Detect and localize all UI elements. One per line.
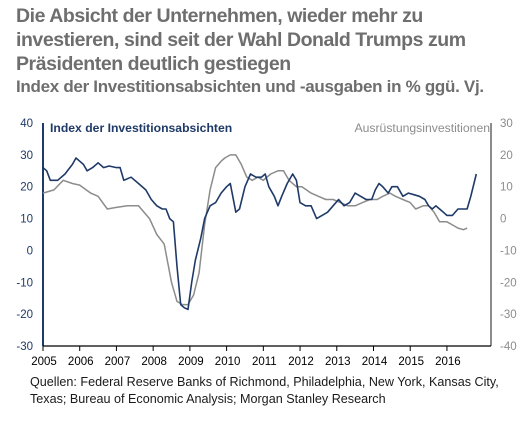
labels: Index der Investitionsabsichten Ausrüstu… xyxy=(50,121,490,135)
x-tick-label: 2011 xyxy=(252,356,277,368)
right-tick-label: -30 xyxy=(500,309,517,321)
series-label-investment-intentions: Index der Investitionsabsichten xyxy=(50,121,232,135)
x-tick-label: 2009 xyxy=(178,356,204,368)
series-line-investment-intentions xyxy=(42,157,478,311)
x-tick-label: 2016 xyxy=(435,356,461,368)
series-label-equipment-investment: Ausrüstungsinvestitionen xyxy=(355,121,491,135)
right-tick-label: 30 xyxy=(500,118,513,130)
left-tick-label: 40 xyxy=(20,118,33,130)
x-tick-label: 2013 xyxy=(325,356,351,368)
chart-subtitle: Index der Investitionsabsichten und -aus… xyxy=(16,77,484,96)
x-tick-label: 2012 xyxy=(288,356,314,368)
x-tick-label: 2007 xyxy=(105,356,131,368)
left-tick-label: 0 xyxy=(27,245,33,257)
chart-title: Die Absicht der Unternehmen, wieder mehr… xyxy=(16,5,466,75)
left-tick-label: -10 xyxy=(16,277,33,289)
right-tick-label: -40 xyxy=(500,341,517,353)
x-tick-label: 2010 xyxy=(215,356,241,368)
left-tick-label: 30 xyxy=(20,150,33,162)
series-group xyxy=(42,154,478,311)
x-tick-label: 2015 xyxy=(398,356,424,368)
right-tick-label: 20 xyxy=(500,150,513,162)
left-tick-label: -20 xyxy=(16,309,33,321)
axes: 403020100-10-20-303020100-10-20-30-40200… xyxy=(16,118,516,368)
left-tick-label: -30 xyxy=(16,341,33,353)
right-tick-label: -10 xyxy=(500,245,517,257)
right-tick-label: -20 xyxy=(500,277,517,289)
x-tick-label: 2006 xyxy=(68,356,94,368)
x-tick-label: 2005 xyxy=(31,356,57,368)
left-tick-label: 20 xyxy=(20,182,33,194)
right-tick-label: 10 xyxy=(500,182,513,194)
right-tick-label: 0 xyxy=(500,214,506,226)
series-line-equipment-investment xyxy=(42,154,468,306)
x-tick-label: 2014 xyxy=(362,356,388,368)
left-tick-label: 10 xyxy=(20,214,33,226)
x-tick-label: 2008 xyxy=(141,356,167,368)
source-note: Quellen: Federal Reserve Banks of Richmo… xyxy=(30,375,499,406)
